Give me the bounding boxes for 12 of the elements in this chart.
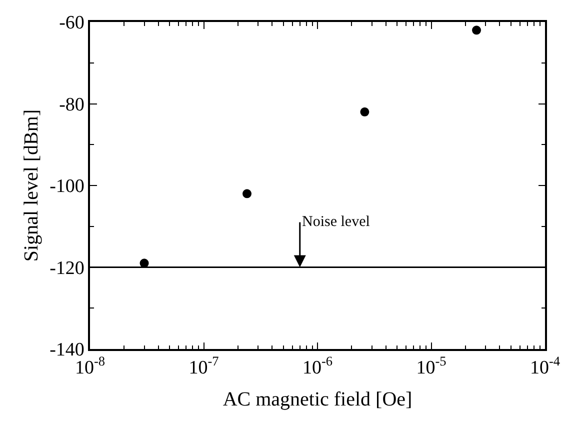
y-tick-label: -120 xyxy=(50,258,84,279)
x-axis-title: AC magnetic field [Oe] xyxy=(222,388,412,411)
y-axis-title: Signal level [dBm] xyxy=(20,109,43,262)
y-tick-label: -100 xyxy=(50,176,84,198)
x-tick-label: 10$^{-7}$ xyxy=(188,354,220,379)
x-tick-label: 10$^{-6}$ xyxy=(302,354,333,379)
y-tick-label: -80 xyxy=(59,94,84,116)
x-tick-label: 10$^{-5}$ xyxy=(416,354,447,379)
annotation: Noise level xyxy=(302,214,370,230)
x-tick-label: 10$^{-4}$ xyxy=(530,354,560,379)
y-tick-label: -60 xyxy=(59,12,84,34)
y-tick-label: -140 xyxy=(50,340,84,361)
